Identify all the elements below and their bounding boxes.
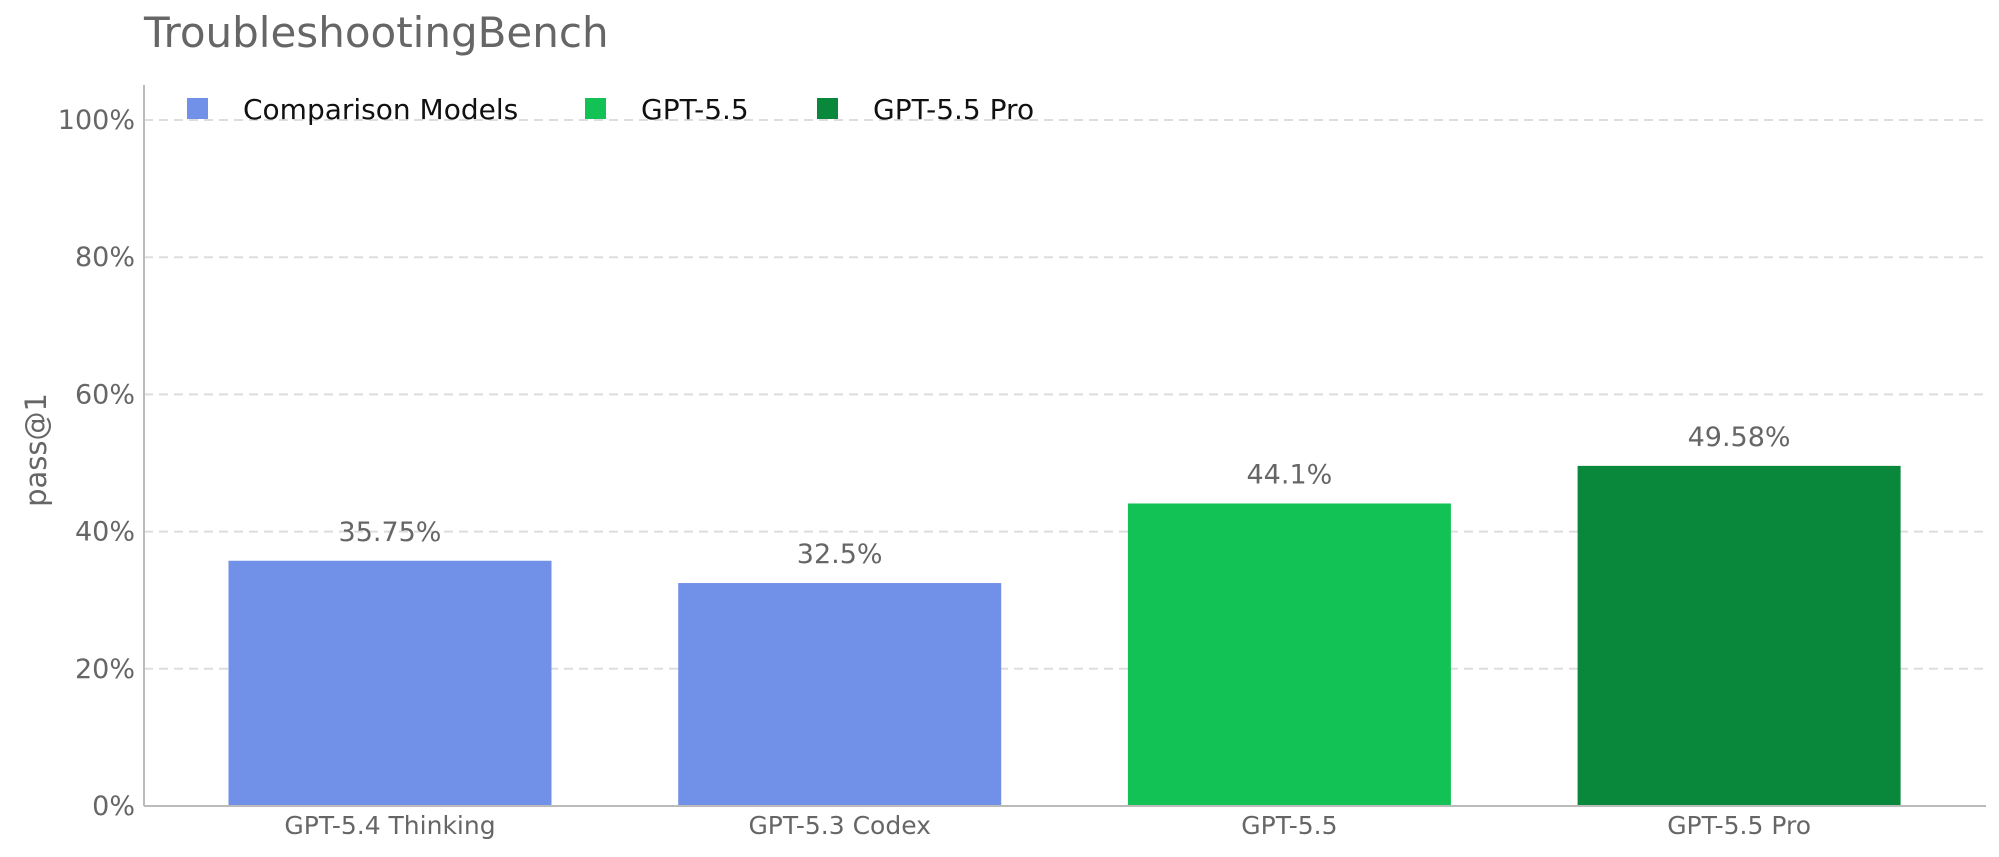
data-label: 32.5% bbox=[797, 539, 883, 570]
x-tick-label: GPT-5.5 bbox=[1241, 811, 1337, 840]
legend-swatch bbox=[817, 98, 838, 119]
legend-label: GPT-5.5 Pro bbox=[873, 93, 1034, 126]
y-tick-label: 100% bbox=[58, 105, 135, 136]
data-labels: 35.75% 32.5% 44.1% 49.58% bbox=[339, 422, 1791, 570]
data-label: 49.58% bbox=[1688, 422, 1791, 453]
y-tick-label: 80% bbox=[75, 242, 135, 273]
bar bbox=[1127, 503, 1451, 806]
legend-swatch bbox=[585, 98, 606, 119]
chart-title: TroubleshootingBench bbox=[144, 8, 609, 57]
y-tick-label: 20% bbox=[75, 654, 135, 685]
y-tick-label: 40% bbox=[75, 517, 135, 548]
legend: Comparison Models GPT-5.5 GPT-5.5 Pro bbox=[187, 93, 1034, 126]
bar bbox=[1577, 465, 1901, 806]
legend-swatch bbox=[187, 98, 208, 119]
bar bbox=[678, 583, 1002, 806]
bars bbox=[228, 465, 1901, 806]
y-tick-label: 60% bbox=[75, 379, 135, 410]
legend-label: GPT-5.5 bbox=[641, 93, 749, 126]
data-label: 35.75% bbox=[339, 517, 442, 548]
y-axis-label: pass@1 bbox=[19, 393, 53, 507]
x-tick-label: GPT-5.3 Codex bbox=[748, 811, 931, 840]
x-tick-label: GPT-5.5 Pro bbox=[1667, 811, 1811, 840]
x-tick-label: GPT-5.4 Thinking bbox=[284, 811, 495, 840]
bar bbox=[228, 560, 552, 806]
data-label: 44.1% bbox=[1247, 459, 1333, 490]
legend-label: Comparison Models bbox=[243, 93, 518, 126]
legend-item: GPT-5.5 Pro bbox=[817, 93, 1034, 126]
legend-item: Comparison Models bbox=[187, 93, 518, 126]
x-axis-ticks: GPT-5.4 Thinking GPT-5.3 Codex GPT-5.5 GPT-… bbox=[284, 811, 1811, 840]
y-tick-label: 0% bbox=[92, 791, 135, 822]
legend-item: GPT-5.5 bbox=[585, 93, 749, 126]
y-axis-ticks: 0% 20% 40% 60% 80% 100% bbox=[58, 105, 135, 822]
